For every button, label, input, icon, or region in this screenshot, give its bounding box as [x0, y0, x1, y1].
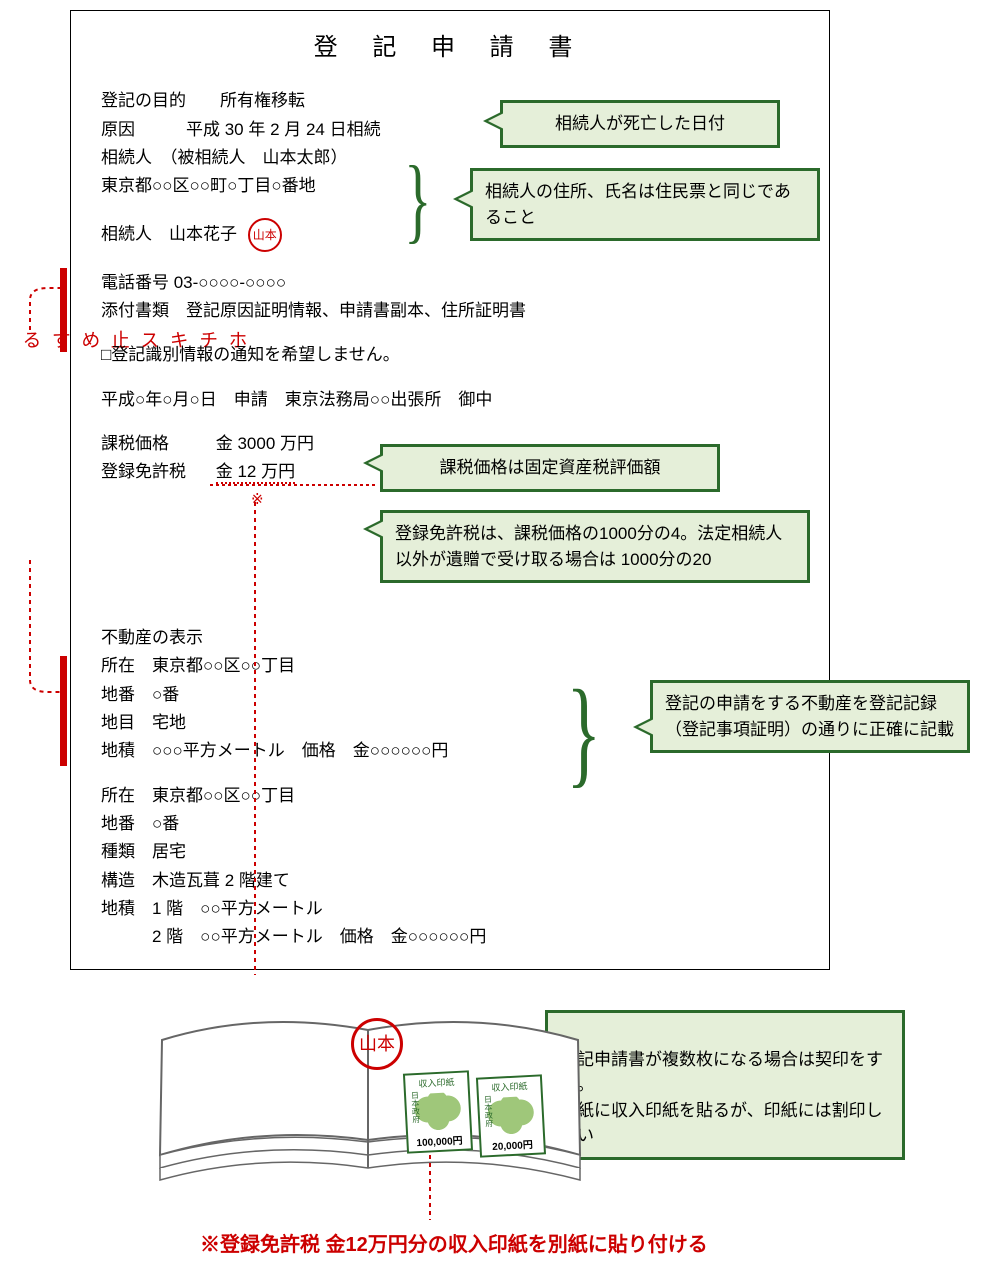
- tax-price-label: 課税価格: [101, 431, 211, 457]
- doc-title: 登 記 申 請 書: [101, 29, 799, 66]
- callout-reg-tax: 登録免許税は、課税価格の1000分の4。法定相続人以外が遺贈で受け取る場合は 1…: [380, 510, 810, 583]
- callout-book: 登記申請書が複数枚になる場合は契印をする。 別紙に収入印紙を貼るが、印紙には割印…: [545, 1010, 905, 1160]
- reg-tax-value: 金 12 万円: [216, 462, 295, 484]
- bldg-area2: 2 階 ○○平方メートル 価格 金○○○○○○円: [101, 924, 799, 950]
- open-book-illustration: 山本 収入印紙 日本政府 100,000円 収入印紙 日本政府 20,000円: [150, 1000, 590, 1190]
- bldg-area1: 地積 1 階 ○○平方メートル: [101, 896, 799, 922]
- revenue-stamp-1: 収入印紙 日本政府 100,000円: [403, 1070, 473, 1153]
- callout-tax-price: 課税価格は固定資産税評価額: [380, 444, 720, 492]
- bldg-type: 種類 居宅: [101, 839, 799, 865]
- book-seal-icon: 山本: [351, 1018, 403, 1070]
- seal-icon: 山本: [248, 218, 282, 252]
- line-tel: 電話番号 03-○○○○-○○○○: [101, 270, 799, 296]
- line-nowish: □登記識別情報の通知を希望しません。: [101, 342, 799, 368]
- red-bar-bottom: [60, 656, 67, 766]
- brace-2: }: [567, 672, 602, 792]
- callout-property: 登記の申請をする不動産を登記記録（登記事項証明）の通りに正確に記載: [650, 680, 970, 753]
- revenue-stamp-2: 収入印紙 日本政府 20,000円: [476, 1074, 546, 1157]
- prop-header: 不動産の表示: [101, 625, 799, 651]
- callout-date: 相続人が死亡した日付: [500, 100, 780, 148]
- land-loc: 所在 東京都○○区○○丁目: [101, 653, 799, 679]
- callout-address: 相続人の住所、氏名は住民票と同じであること: [470, 168, 820, 241]
- footnote: ※登録免許税 金12万円分の収入印紙を別紙に貼り付ける: [200, 1230, 708, 1261]
- tax-price-value: 金 3000 万円: [216, 434, 314, 453]
- red-bar-top: [60, 268, 67, 352]
- bldg-no: 地番 ○番: [101, 811, 799, 837]
- line-apply: 平成○年○月○日 申請 東京法務局○○出張所 御中: [101, 387, 799, 413]
- bldg-loc: 所在 東京都○○区○○丁目: [101, 783, 799, 809]
- bldg-struct: 構造 木造瓦葺 2 階建て: [101, 868, 799, 894]
- reg-tax-label: 登録免許税: [101, 459, 211, 485]
- brace-1: }: [404, 152, 431, 247]
- line-attach: 添付書類 登記原因証明情報、申請書副本、住所証明書: [101, 298, 799, 324]
- heir2-text: 相続人 山本花子: [101, 224, 237, 243]
